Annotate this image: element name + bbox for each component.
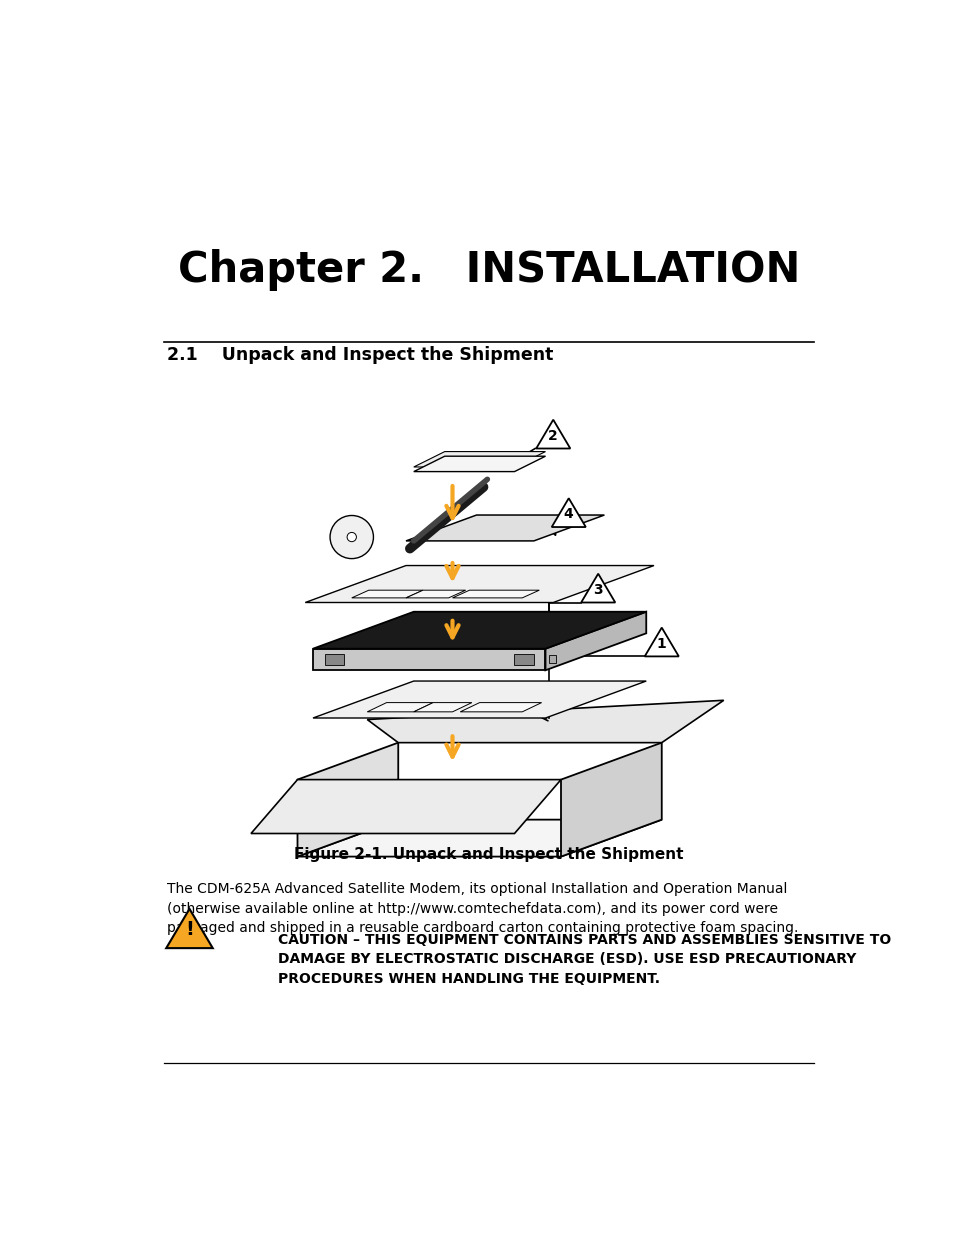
Polygon shape (313, 648, 545, 671)
Bar (514, 655, 534, 664)
Text: Chapter 2. INSTALLATION: Chapter 2. INSTALLATION (177, 249, 800, 291)
Text: 2.1    Unpack and Inspect the Shipment: 2.1 Unpack and Inspect the Shipment (167, 346, 553, 363)
Polygon shape (452, 590, 538, 598)
Polygon shape (406, 515, 604, 541)
Polygon shape (580, 574, 615, 603)
Text: 2: 2 (548, 429, 558, 443)
Text: 3: 3 (593, 583, 602, 597)
Polygon shape (297, 742, 397, 857)
Polygon shape (545, 611, 645, 671)
Polygon shape (313, 680, 645, 718)
Polygon shape (406, 590, 465, 598)
Bar (324, 655, 344, 664)
Text: Figure 2-1. Unpack and Inspect the Shipment: Figure 2-1. Unpack and Inspect the Shipm… (294, 847, 683, 862)
Polygon shape (313, 611, 645, 648)
Polygon shape (367, 703, 433, 711)
Polygon shape (414, 452, 545, 467)
Text: 1: 1 (657, 637, 666, 651)
Circle shape (347, 532, 356, 542)
Polygon shape (352, 590, 422, 598)
Polygon shape (459, 703, 541, 711)
Polygon shape (560, 742, 661, 857)
Polygon shape (166, 909, 213, 948)
Polygon shape (414, 456, 545, 472)
Text: CAUTION – THIS EQUIPMENT CONTAINS PARTS AND ASSEMBLIES SENSITIVE TO
DAMAGE BY EL: CAUTION – THIS EQUIPMENT CONTAINS PARTS … (278, 932, 890, 986)
Polygon shape (536, 420, 570, 448)
Polygon shape (297, 820, 661, 857)
Polygon shape (551, 498, 585, 527)
Polygon shape (305, 566, 654, 603)
Polygon shape (414, 703, 472, 711)
Text: The CDM-625A Advanced Satellite Modem, its optional Installation and Operation M: The CDM-625A Advanced Satellite Modem, i… (167, 882, 798, 935)
Bar (549, 655, 555, 662)
Circle shape (330, 515, 373, 558)
Text: 4: 4 (563, 508, 573, 521)
Polygon shape (367, 700, 723, 742)
Polygon shape (644, 627, 679, 656)
Text: !: ! (185, 920, 193, 939)
Polygon shape (251, 779, 560, 834)
